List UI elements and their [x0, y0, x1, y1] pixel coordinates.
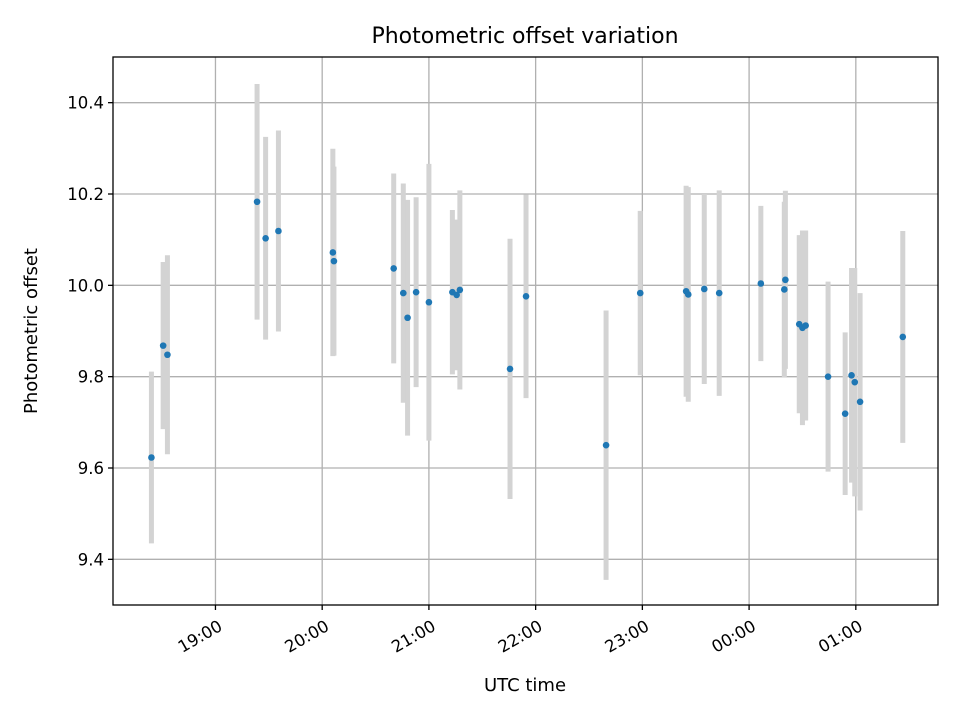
data-point: [164, 351, 171, 359]
data-point: [781, 286, 788, 293]
data-point: [899, 333, 907, 341]
data-point: [757, 280, 765, 287]
data-point: [329, 249, 337, 256]
y-tick-label: 9.6: [78, 459, 104, 478]
data-point: [824, 373, 832, 380]
data-point: [636, 289, 644, 297]
data-point: [700, 285, 708, 293]
data-point: [841, 410, 849, 417]
data-point: [715, 289, 723, 297]
data-point: [390, 265, 397, 272]
data-point: [851, 378, 859, 386]
data-point: [262, 234, 269, 242]
y-tick-label: 9.8: [78, 368, 104, 387]
chart-title: Photometric offset variation: [371, 24, 678, 49]
y-tick-label: 10.0: [67, 276, 104, 295]
data-points: [148, 198, 907, 461]
data-point: [856, 398, 864, 406]
y-tick-label: 10.4: [67, 94, 104, 113]
data-point: [782, 276, 789, 284]
data-point: [412, 288, 420, 296]
data-point: [684, 291, 692, 298]
data-point: [456, 286, 464, 294]
data-point: [453, 291, 460, 299]
data-point: [802, 322, 809, 329]
plot-frame: [112, 56, 939, 606]
data-point: [159, 342, 167, 349]
data-point: [253, 198, 261, 206]
y-tick-label: 10.2: [67, 185, 104, 204]
data-point: [330, 257, 338, 265]
data-point: [848, 371, 855, 379]
y-axis-label: Photometric offset: [21, 248, 42, 414]
x-axis-label: UTC time: [484, 675, 566, 696]
data-point: [275, 227, 282, 235]
y-tick-label: 9.4: [78, 550, 104, 569]
data-point: [399, 289, 407, 297]
data-point: [522, 292, 530, 300]
data-point: [148, 454, 155, 461]
data-point: [425, 298, 433, 306]
data-point: [602, 441, 610, 449]
data-point: [404, 314, 411, 322]
data-point: [506, 365, 514, 373]
